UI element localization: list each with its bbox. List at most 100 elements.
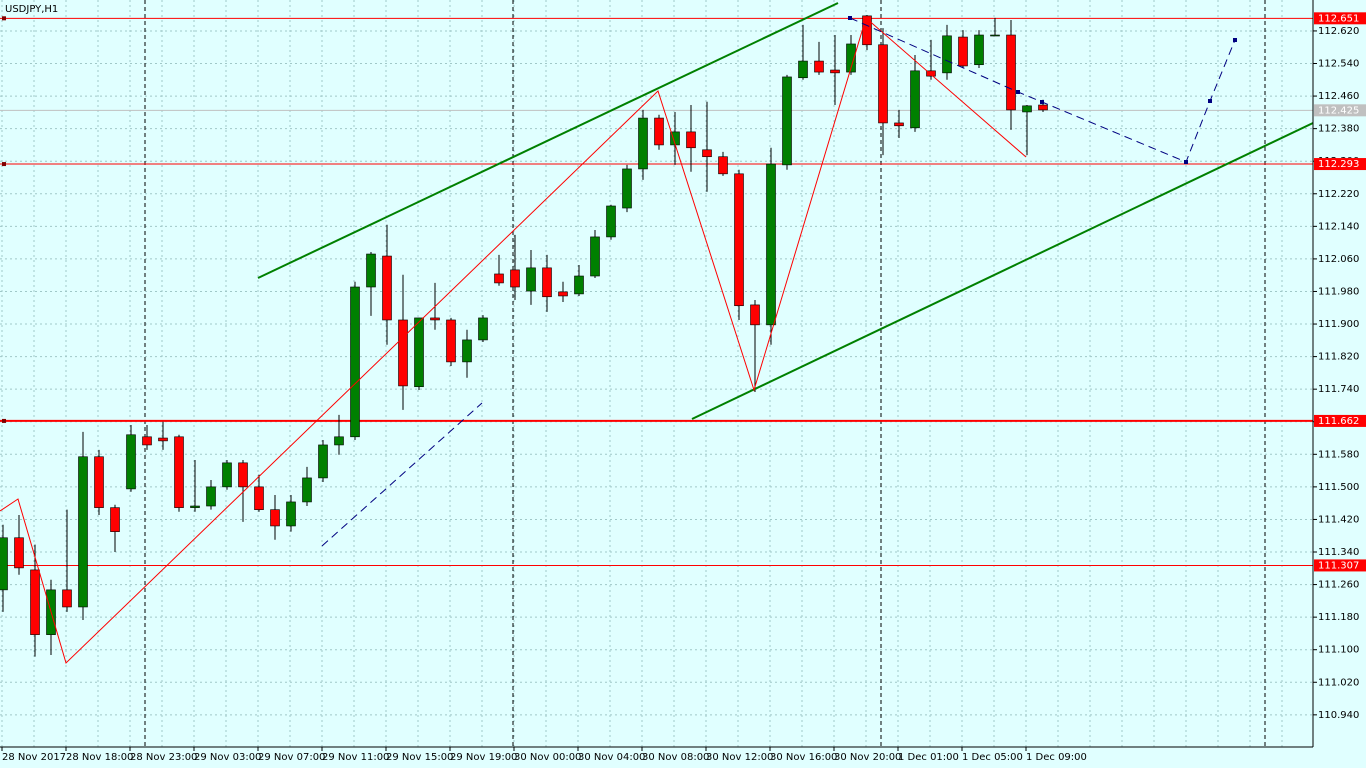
price-label-box xyxy=(1314,104,1366,117)
level-anchor xyxy=(2,418,6,423)
level-anchor xyxy=(2,16,6,21)
candle-body xyxy=(1022,105,1032,113)
y-tick-label: 110.940 xyxy=(1318,710,1359,721)
x-tick-label: 30 Nov 20:00 xyxy=(834,752,901,763)
candle-body xyxy=(254,486,264,510)
y-tick-label: 111.900 xyxy=(1318,319,1359,330)
candle-body xyxy=(110,507,120,532)
candle-body xyxy=(30,569,40,635)
y-tick-label: 112.380 xyxy=(1318,124,1359,135)
x-tick-label: 30 Nov 12:00 xyxy=(706,752,773,763)
x-tick-label: 29 Nov 19:00 xyxy=(450,752,517,763)
candle-body xyxy=(750,304,760,326)
candle-body xyxy=(894,122,904,127)
y-tick-label: 111.820 xyxy=(1318,352,1359,363)
candle-body xyxy=(462,339,472,363)
x-tick-label: 29 Nov 07:00 xyxy=(258,752,325,763)
candle-body xyxy=(222,462,232,488)
zigzag xyxy=(0,17,1027,664)
candle-body xyxy=(446,319,456,363)
candle-body xyxy=(190,505,200,508)
y-tick-label: 112.620 xyxy=(1318,26,1359,37)
candles xyxy=(0,15,1048,657)
chart-title: USDJPY,H1 xyxy=(5,4,58,15)
candle-body xyxy=(14,537,24,569)
candle-body xyxy=(702,149,712,158)
candle-body xyxy=(174,436,184,508)
x-tick-label: 29 Nov 11:00 xyxy=(322,752,389,763)
projection-points xyxy=(848,16,1237,164)
candle-body xyxy=(574,275,584,295)
y-tick-label: 112.460 xyxy=(1318,91,1359,102)
dashed-line xyxy=(321,402,483,547)
candle-body xyxy=(126,434,136,490)
channel-upper xyxy=(257,2,839,279)
candle-body xyxy=(798,60,808,79)
candle-body xyxy=(350,286,360,438)
candle-body xyxy=(478,317,488,341)
candle-body xyxy=(398,319,408,387)
y-tick-label: 111.500 xyxy=(1318,482,1359,493)
candle-body xyxy=(334,436,344,446)
y-tick-label: 111.420 xyxy=(1318,514,1359,525)
candle-body xyxy=(510,269,520,288)
level-anchor xyxy=(2,162,6,167)
candle-body xyxy=(638,117,648,170)
x-tick-label: 28 Nov 2017 xyxy=(2,752,66,763)
candle-body xyxy=(94,456,104,508)
y-tick-label: 111.340 xyxy=(1318,547,1359,558)
price-label: 111.662 xyxy=(1318,416,1359,427)
price-label-box xyxy=(1314,414,1366,427)
channel-lower xyxy=(691,122,1314,420)
candle-body xyxy=(62,589,72,608)
candle-body xyxy=(366,253,376,288)
price-label-box xyxy=(1314,12,1366,25)
price-label-box xyxy=(1314,559,1366,572)
candle-body xyxy=(270,509,280,527)
candle-body xyxy=(782,76,792,166)
candle-body xyxy=(942,35,952,74)
price-label: 112.651 xyxy=(1318,13,1359,24)
candle-body xyxy=(990,34,1000,37)
y-tick-label: 112.220 xyxy=(1318,189,1359,200)
y-tick-label: 111.980 xyxy=(1318,286,1359,297)
y-tick-label: 111.580 xyxy=(1318,449,1359,460)
candle-body xyxy=(318,444,328,479)
x-tick-label: 30 Nov 04:00 xyxy=(578,752,645,763)
x-tick-label: 29 Nov 15:00 xyxy=(386,752,453,763)
axis-labels: 112.620112.540112.460112.380112.300112.2… xyxy=(1,12,1366,763)
candle-body xyxy=(238,462,248,488)
x-tick-label: 1 Dec 05:00 xyxy=(962,752,1023,763)
candle-body xyxy=(830,69,840,74)
price-label: 112.293 xyxy=(1318,159,1359,170)
y-tick-label: 112.140 xyxy=(1318,221,1359,232)
levels xyxy=(0,16,1313,568)
candle-body xyxy=(766,163,776,326)
candle-body xyxy=(734,173,744,307)
candle-body xyxy=(494,273,504,284)
candle-body xyxy=(0,537,8,591)
candle-body xyxy=(654,117,664,146)
candle-body xyxy=(862,15,872,46)
candle-body xyxy=(158,437,168,442)
candle-body xyxy=(878,44,888,124)
x-tick-label: 1 Dec 01:00 xyxy=(898,752,959,763)
y-tick-label: 112.540 xyxy=(1318,59,1359,70)
candle-body xyxy=(430,317,440,321)
y-tick-label: 112.060 xyxy=(1318,254,1359,265)
y-tick-label: 111.260 xyxy=(1318,580,1359,591)
drawn-objects xyxy=(0,2,1314,664)
candle-body xyxy=(814,60,824,73)
x-tick-label: 30 Nov 16:00 xyxy=(770,752,837,763)
candle-body xyxy=(142,436,152,446)
candle-body xyxy=(542,267,552,298)
candle-body xyxy=(974,34,984,66)
price-label: 112.425 xyxy=(1318,105,1359,116)
y-tick-label: 111.180 xyxy=(1318,612,1359,623)
y-tick-label: 111.100 xyxy=(1318,645,1359,656)
x-tick-label: 1 Dec 09:00 xyxy=(1026,752,1087,763)
x-tick-label: 28 Nov 23:00 xyxy=(130,752,197,763)
candle-body xyxy=(414,317,424,388)
